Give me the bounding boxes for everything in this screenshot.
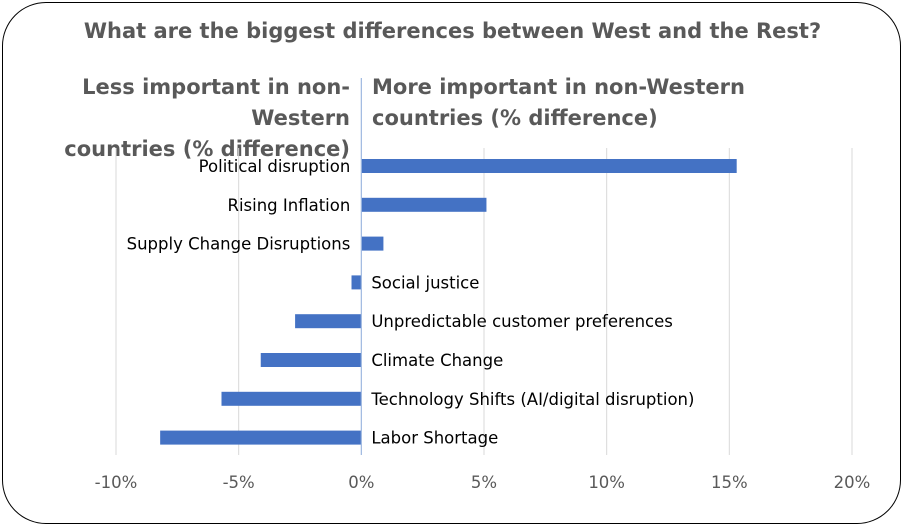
x-tick-label: 5% [471, 473, 497, 492]
x-tick-label: 10% [588, 473, 625, 492]
left-header: Less important in non-Western countries … [0, 72, 350, 165]
right-header: More important in non-Western countries … [372, 72, 745, 134]
bar [221, 391, 362, 406]
category-label: Labor Shortage [371, 429, 498, 448]
category-label: Political disruption [199, 157, 351, 176]
x-tick-label: 0% [348, 473, 374, 492]
bar [295, 314, 362, 329]
chart-title: What are the biggest differences between… [83, 19, 822, 43]
bar [260, 353, 362, 367]
bar [160, 430, 362, 445]
bar [351, 275, 362, 290]
bar [361, 197, 487, 212]
category-label: Climate Change [371, 351, 503, 370]
category-label: Rising Inflation [227, 196, 350, 215]
x-tick-label: 20% [834, 473, 871, 492]
bars [160, 159, 737, 445]
tick-labels: -10% -5% 0% 5% 10% 15% 20% [95, 473, 871, 492]
right-header-line-2: countries (% difference) [372, 106, 658, 130]
x-tick-label: -10% [95, 473, 138, 492]
category-label: Supply Change Disruptions [127, 235, 351, 254]
left-header-line-2: countries (% difference) [64, 137, 350, 161]
right-header-line-1: More important in non-Western [372, 75, 745, 99]
left-header-line-1: Less important in non-Western [82, 75, 350, 130]
x-tick-label: -5% [223, 473, 255, 492]
category-label: Unpredictable customer preferences [371, 312, 673, 331]
x-tick-label: 15% [711, 473, 748, 492]
category-label: Technology Shifts (AI/digital disruption… [370, 390, 694, 409]
bar [361, 236, 384, 251]
category-labels: Political disruption Rising Inflation Supp… [127, 157, 695, 448]
gridlines [115, 148, 853, 455]
bar [361, 159, 737, 173]
category-label: Social justice [371, 273, 479, 292]
